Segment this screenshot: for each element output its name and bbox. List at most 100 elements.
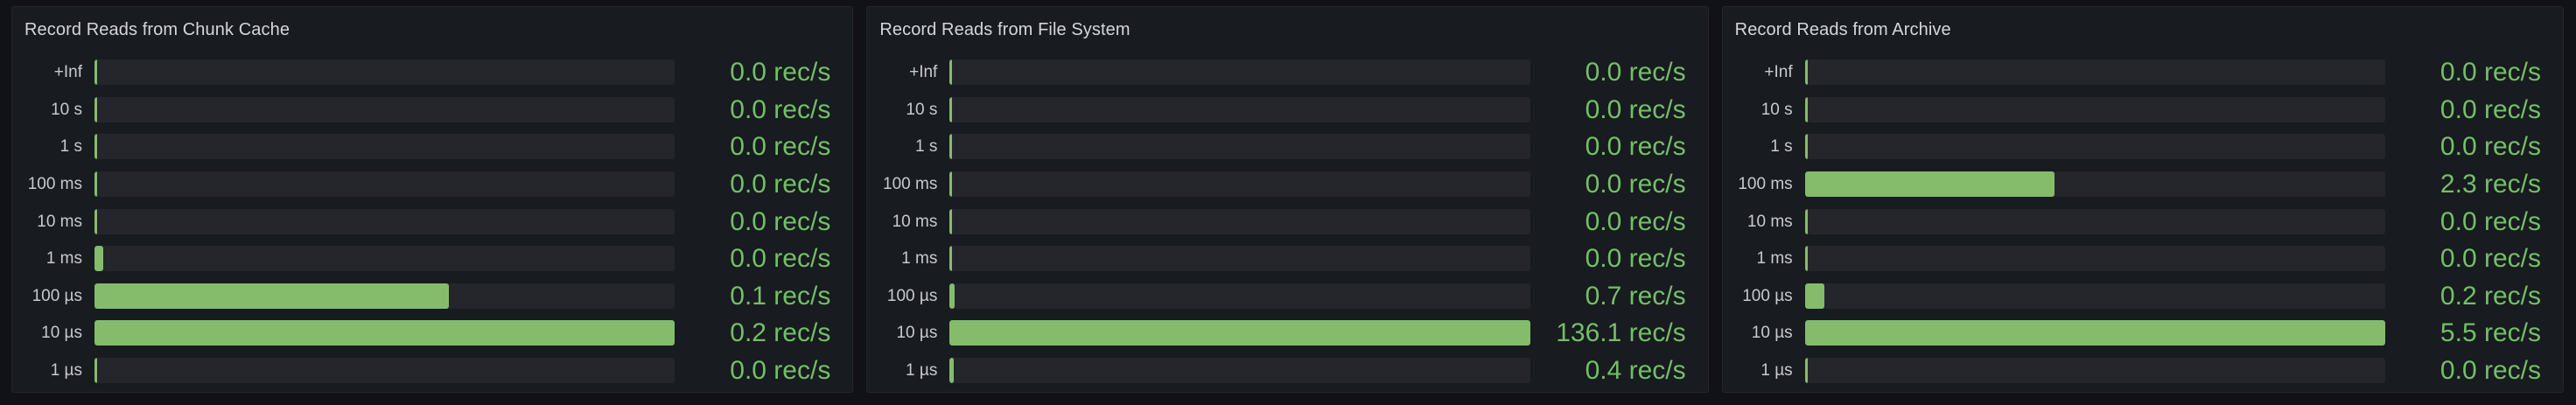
- bucket-label: +Inf: [909, 63, 938, 81]
- gauge-row: 10 µs 136.1 rec/s: [879, 320, 1685, 346]
- bar-gauge: +Inf 0.0 rec/s 10 s 0.0 rec/s 1 s 0.0 rec/s 10…: [1723, 40, 2563, 392]
- gauge-bar: [1804, 208, 1808, 234]
- panel-title[interactable]: Record Reads from File System: [879, 20, 1130, 39]
- gauge-value: 0.1 rec/s: [730, 281, 831, 311]
- gauge-bar: [94, 134, 97, 160]
- gauge-bar: [949, 320, 1530, 346]
- bucket-label: 100 ms: [883, 174, 938, 193]
- gauge-track: [949, 246, 1530, 272]
- gauge-bar: [94, 320, 676, 346]
- gauge-row: 100 µs 0.7 rec/s: [879, 281, 1686, 311]
- gauge-row: 1 s 0.0 rec/s: [24, 134, 831, 160]
- gauge-row: 10 s 0.0 rec/s: [24, 96, 830, 122]
- gauge-row: +Inf 0.0 rec/s: [879, 58, 1686, 87]
- gauge-value: 0.0 rec/s: [1585, 58, 1686, 87]
- gauge-value: 0.4 rec/s: [1585, 356, 1686, 385]
- gauge-value: 0.0 rec/s: [2440, 132, 2541, 162]
- gauge-bar: [1804, 358, 1808, 383]
- gauge-track: [949, 96, 1530, 122]
- bucket-label: 10 ms: [892, 212, 938, 231]
- bucket-label: 10 s: [51, 100, 82, 119]
- gauge-track: [94, 246, 676, 272]
- gauge-bar: [94, 59, 97, 85]
- gauge-track: [94, 358, 676, 383]
- gauge-row: 10 µs 0.2 rec/s: [24, 320, 830, 346]
- gauge-value: 0.0 rec/s: [2440, 94, 2541, 124]
- gauge-value: 0.7 rec/s: [1585, 281, 1686, 311]
- gauge-track: [1804, 246, 2385, 272]
- gauge-track: [1804, 283, 2385, 309]
- panel-header: Record Reads from Chunk Cache: [12, 7, 852, 40]
- gauge-row: 1 µs 0.0 rec/s: [1735, 358, 2541, 384]
- gauge-value: 0.0 rec/s: [1585, 244, 1686, 274]
- dashboard: Record Reads from Chunk Cache +Inf 0.0 re…: [11, 6, 2564, 393]
- bar-gauge: +Inf 0.0 rec/s 10 s 0.0 rec/s 1 s 0.0 rec/s 10…: [12, 40, 852, 392]
- gauge-track: [94, 283, 676, 309]
- gauge-bar: [949, 134, 953, 160]
- gauge-bar: [94, 171, 97, 197]
- gauge-track: [1804, 208, 2385, 234]
- gauge-bar: [949, 171, 953, 197]
- panel-record-reads-file-system: Record Reads from File System +Inf 0.0 re…: [866, 6, 1709, 393]
- gauge-bar: [949, 358, 954, 383]
- panel-record-reads-chunk-cache: Record Reads from Chunk Cache +Inf 0.0 re…: [11, 6, 854, 393]
- gauge-row: 10 s 0.0 rec/s: [1735, 94, 2541, 124]
- bucket-label: 10 µs: [1751, 324, 1793, 343]
- gauge-track: [1804, 96, 2385, 122]
- gauge-track: [949, 320, 1530, 346]
- bucket-label: 1 ms: [1756, 249, 1793, 269]
- gauge-bar: [94, 96, 97, 122]
- gauge-row: 1 ms 0.0 rec/s: [879, 244, 1686, 274]
- gauge-bar: [1804, 171, 2054, 197]
- bucket-label: 100 µs: [1742, 286, 1793, 305]
- gauge-value: 136.1 rec/s: [1556, 318, 1686, 348]
- gauge-track: [94, 96, 676, 122]
- gauge-bar: [1804, 59, 1808, 85]
- gauge-row: +Inf 0.0 rec/s: [24, 58, 831, 87]
- bucket-label: 1 ms: [901, 249, 938, 269]
- gauge-bar: [1804, 246, 1808, 272]
- gauge-row: 1 µs 0.4 rec/s: [879, 356, 1686, 385]
- panel-title[interactable]: Record Reads from Archive: [1734, 20, 1951, 39]
- gauge-bar: [1804, 134, 1808, 160]
- gauge-value: 0.0 rec/s: [730, 58, 831, 87]
- gauge-track: [949, 134, 1530, 160]
- bucket-label: 10 ms: [1746, 212, 1793, 231]
- gauge-track: [1804, 59, 2385, 85]
- gauge-value: 0.0 rec/s: [1585, 206, 1686, 236]
- panel-header: Record Reads from File System: [867, 7, 1707, 40]
- bucket-label: 1 µs: [50, 361, 82, 380]
- gauge-track: [1804, 358, 2385, 383]
- gauge-row: 1 ms 0.0 rec/s: [1735, 246, 2541, 272]
- gauge-value: 0.0 rec/s: [730, 169, 831, 199]
- gauge-track: [94, 171, 676, 197]
- gauge-value: 0.0 rec/s: [730, 244, 831, 274]
- gauge-row: 1 ms 0.0 rec/s: [24, 244, 831, 274]
- bucket-label: 10 ms: [37, 212, 82, 231]
- gauge-value: 0.2 rec/s: [730, 318, 831, 348]
- gauge-track: [94, 208, 676, 234]
- gauge-row: +Inf 0.0 rec/s: [1735, 58, 2541, 87]
- bar-gauge: +Inf 0.0 rec/s 10 s 0.0 rec/s 1 s 0.0 rec/s 10…: [867, 40, 1707, 392]
- gauge-row: 1 µs 0.0 rec/s: [24, 358, 831, 384]
- gauge-bar: [949, 59, 953, 85]
- bucket-label: 100 µs: [32, 286, 82, 305]
- gauge-value: 2.3 rec/s: [2440, 169, 2541, 199]
- panel-title[interactable]: Record Reads from Chunk Cache: [24, 20, 290, 39]
- gauge-track: [949, 358, 1530, 383]
- bucket-label: 10 µs: [896, 324, 938, 343]
- bucket-label: 100 ms: [1738, 174, 1793, 193]
- bucket-label: 100 µs: [886, 286, 938, 305]
- gauge-row: 10 s 0.0 rec/s: [879, 96, 1685, 122]
- gauge-value: 0.0 rec/s: [1585, 132, 1686, 162]
- bucket-label: 10 s: [1760, 100, 1793, 119]
- bucket-label: 1 s: [1770, 137, 1793, 157]
- gauge-row: 100 ms 2.3 rec/s: [1735, 171, 2541, 197]
- gauge-track: [94, 320, 676, 346]
- bucket-label: 10 s: [906, 100, 938, 119]
- bucket-label: 1 s: [60, 137, 82, 157]
- gauge-bar: [94, 358, 97, 383]
- bucket-label: 1 µs: [906, 361, 938, 380]
- gauge-value: 0.0 rec/s: [730, 206, 831, 236]
- gauge-value: 0.0 rec/s: [2440, 58, 2541, 87]
